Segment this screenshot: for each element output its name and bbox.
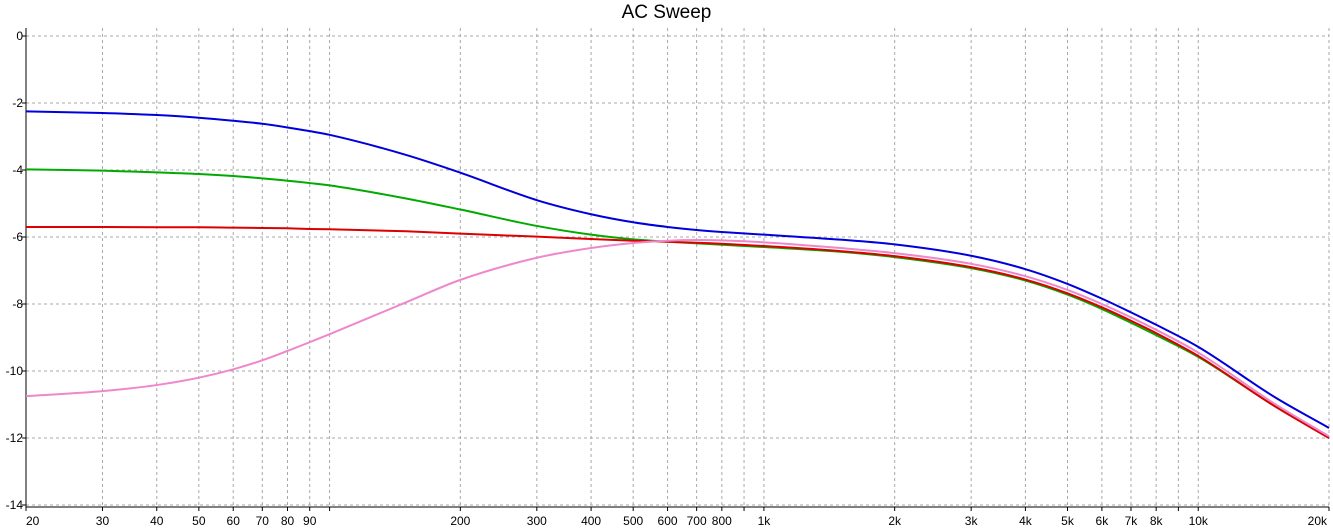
x-tick-label: 700 (687, 514, 707, 528)
series-line-3 (26, 225, 1330, 439)
x-ticks: 20 30 40 50 60 70 80 90 200 300 400 500 600 700 800 1k 2… (25, 507, 1330, 528)
y-tick-label: -2 (12, 96, 23, 110)
x-tick-label: 60 (227, 514, 241, 528)
x-tick-label: 40 (150, 514, 164, 528)
y-ticks: 0 -2 -4 -6 -8 -10 -12 -14 (6, 29, 26, 512)
chart-title: AC Sweep (621, 2, 712, 23)
x-tick-label: 20 (26, 514, 40, 528)
x-tick-label: 200 (450, 514, 470, 528)
grid (25, 28, 1330, 507)
x-tick-label: 3k (965, 514, 979, 528)
y-tick-label: -6 (12, 230, 23, 244)
y-tick-label: -10 (6, 364, 24, 378)
x-tick-label: 600 (658, 514, 678, 528)
x-tick-label: 70 (256, 514, 270, 528)
x-tick-label: 80 (281, 514, 295, 528)
x-tick-label: 4k (1019, 514, 1033, 528)
y-tick-label: -12 (6, 431, 24, 445)
x-tick-label: 1k (758, 514, 772, 528)
x-tick-label: 20k (1308, 514, 1328, 528)
y-tick-label: -8 (12, 297, 23, 311)
y-tick-label: -14 (6, 498, 24, 512)
x-tick-label: 8k (1150, 514, 1164, 528)
x-tick-label: 30 (96, 514, 110, 528)
x-tick-label: 400 (581, 514, 601, 528)
x-tick-label: 500 (623, 514, 643, 528)
x-tick-label: 800 (712, 514, 732, 528)
x-tick-label: 2k (888, 514, 902, 528)
axes (25, 28, 1329, 508)
series-line-2 (25, 168, 1330, 439)
x-tick-label: 6k (1096, 514, 1110, 528)
x-tick-label: 50 (192, 514, 206, 528)
x-tick-label: 5k (1061, 514, 1075, 528)
y-tick-label: -4 (12, 163, 23, 177)
series-lines (25, 110, 1330, 439)
x-tick-label: 300 (527, 514, 547, 528)
x-tick-label: 10k (1189, 514, 1209, 528)
x-tick-label: 7k (1125, 514, 1139, 528)
x-tick-label: 90 (303, 514, 317, 528)
series-line-4 (25, 239, 1330, 438)
y-tick-label: 0 (16, 29, 23, 43)
series-line-1 (25, 110, 1330, 429)
